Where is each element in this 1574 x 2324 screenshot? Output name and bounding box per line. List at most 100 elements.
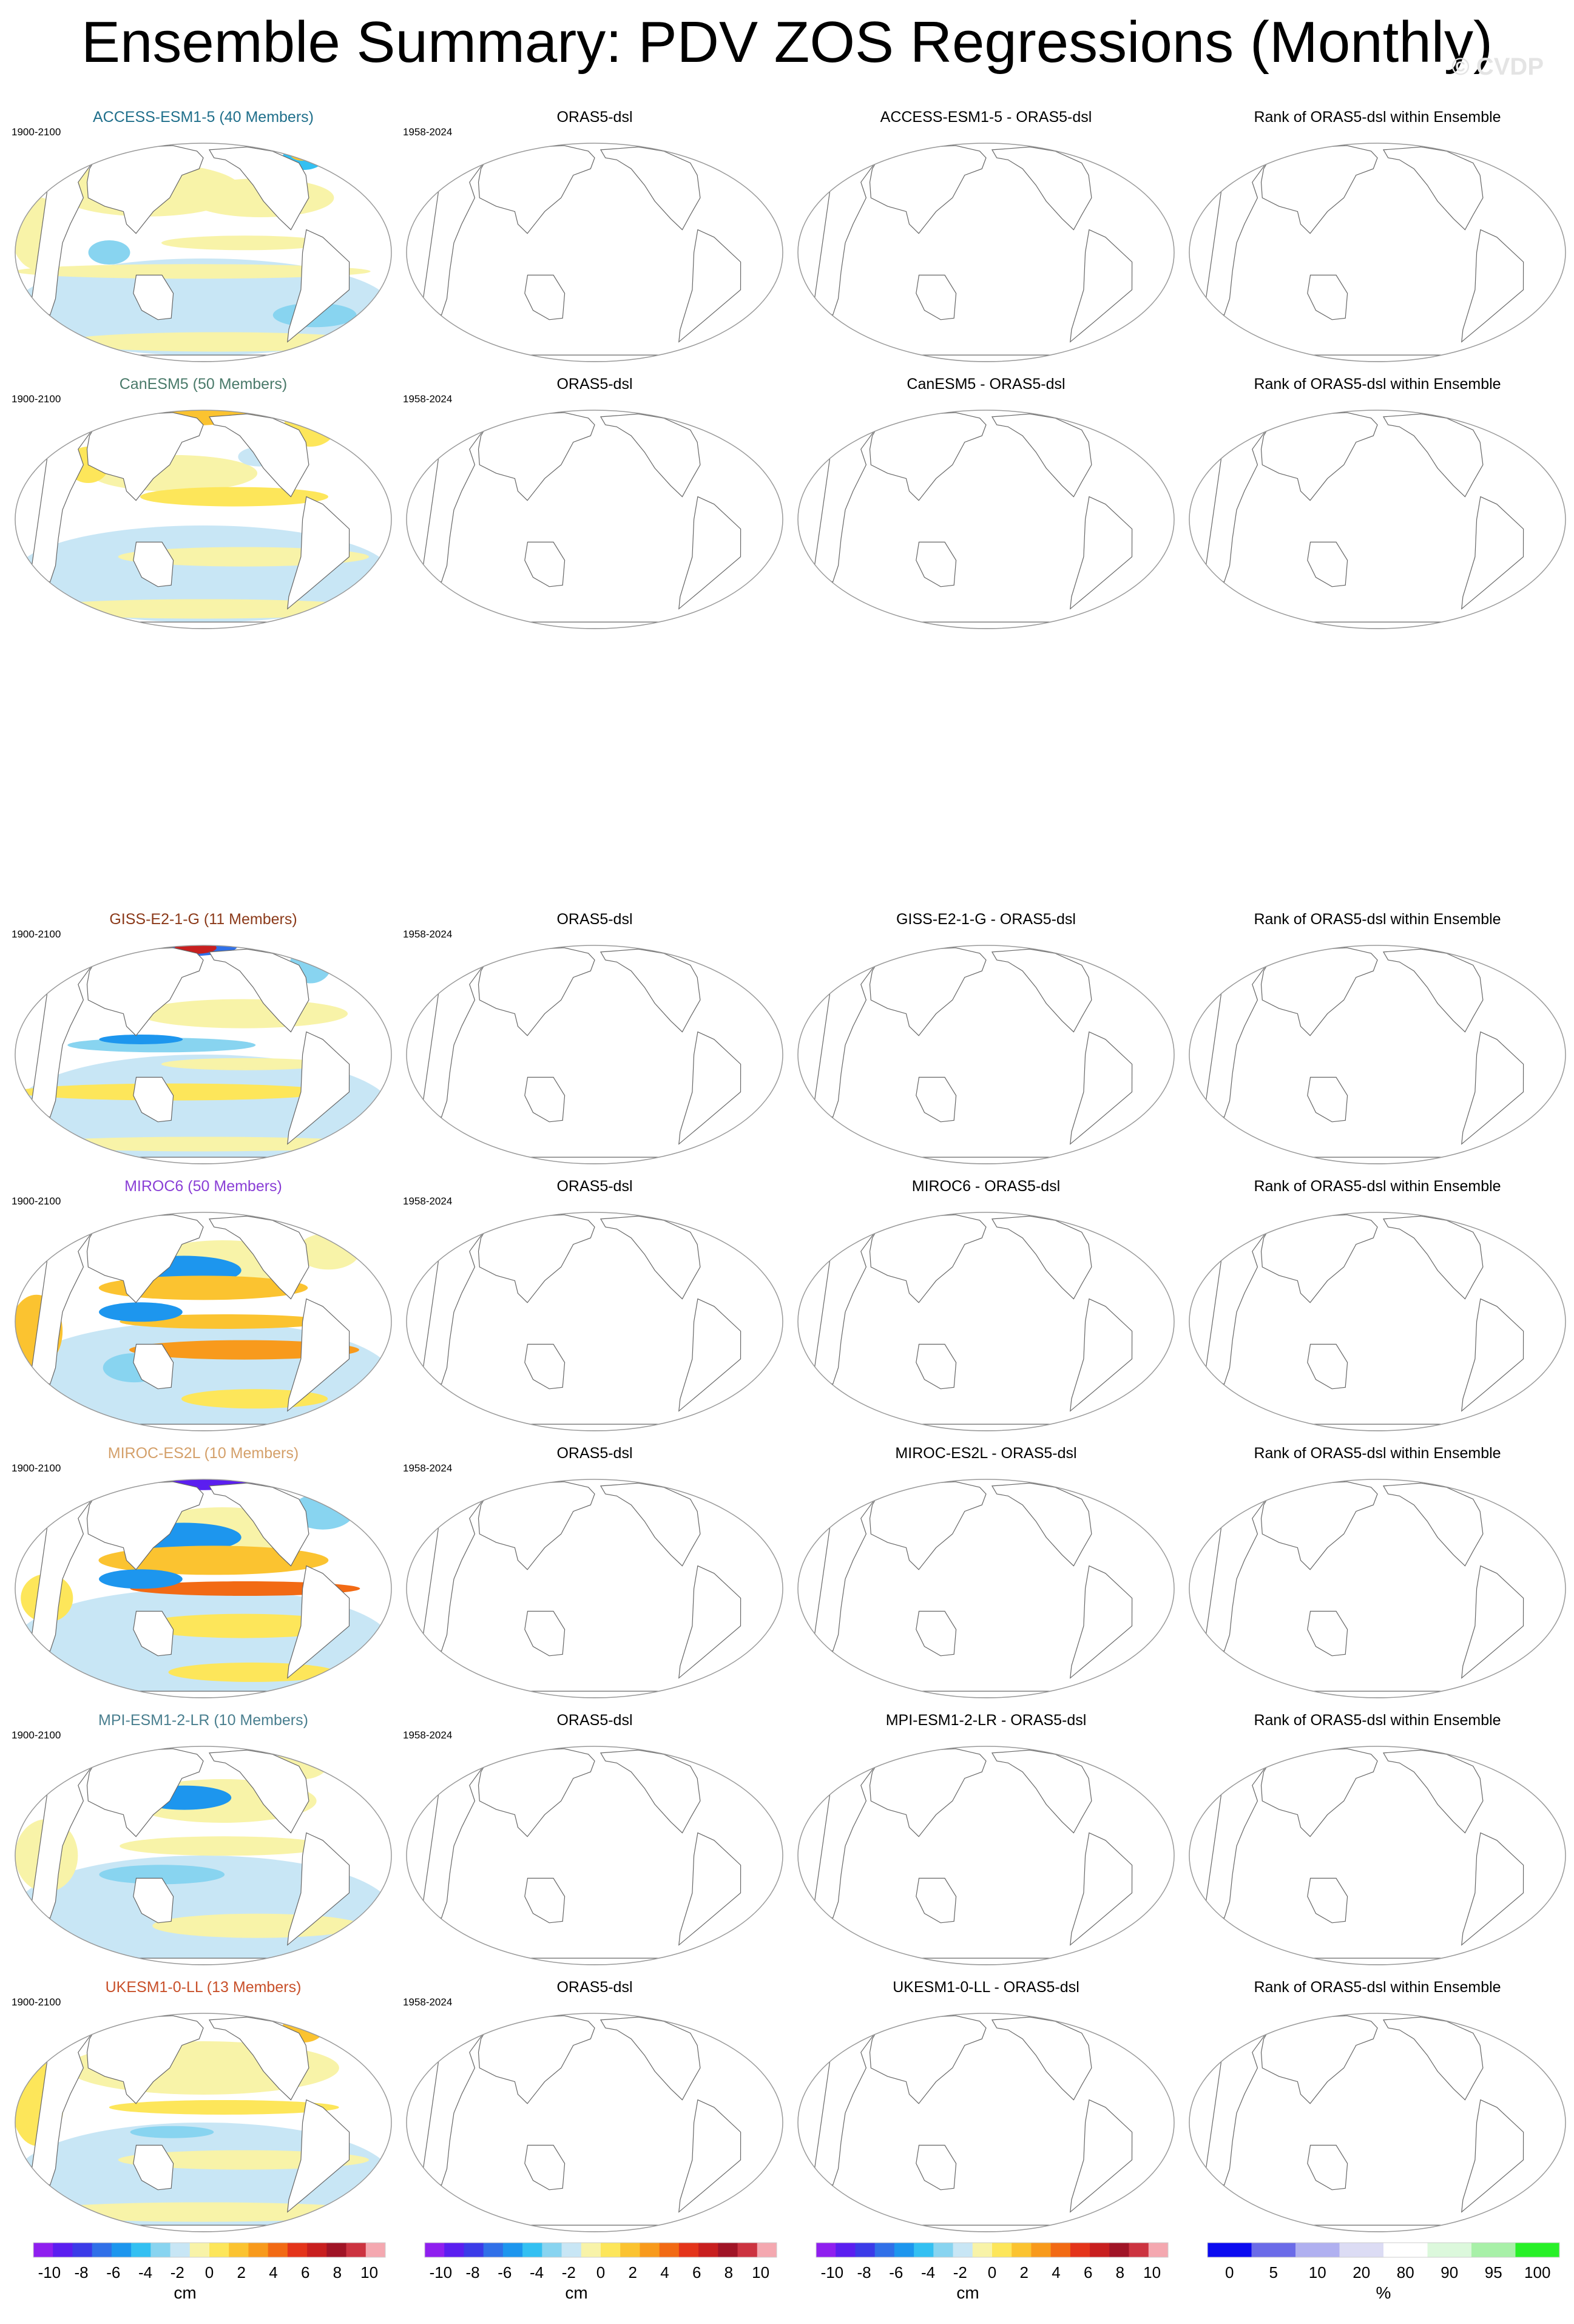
panel-period: 1900-2100 [12, 393, 61, 405]
colorbar-swatch [620, 2243, 640, 2257]
colorbar-swatch [365, 2243, 386, 2257]
colorbar-tick-label: -8 [857, 2263, 871, 2282]
colorbar-tick-label: 0 [205, 2263, 214, 2282]
colorbar-swatch [718, 2243, 738, 2257]
panel-miroc-es2l-obs: ORAS5-dsl 1958-2024 [400, 1444, 789, 1705]
colorbar-tick-label: -4 [530, 2263, 544, 2282]
panel-period: 1900-2100 [12, 1462, 61, 1474]
colorbar-tick-label: 95 [1485, 2263, 1502, 2282]
world-map [406, 1746, 783, 1965]
colorbar: -10 -8 -6 -4 -2 0 2 4 6 8 10 cm [419, 2238, 807, 2317]
colorbar-tick-label: 4 [269, 2263, 277, 2282]
world-map [1189, 143, 1566, 362]
world-map [406, 945, 783, 1164]
panel-title: ORAS5-dsl [556, 1178, 633, 1195]
panel-title: MPI-ESM1-2-LR - ORAS5-dsl [885, 1712, 1087, 1729]
colorbar-swatch [326, 2243, 347, 2257]
colorbar-swatch [874, 2243, 895, 2257]
colorbar-swatch [914, 2243, 934, 2257]
panel-giss-e2-1-g-diff: GISS-E2-1-G - ORAS5-dsl [792, 910, 1180, 1171]
panel-miroc-es2l-diff: MIROC-ES2L - ORAS5-dsl [792, 1444, 1180, 1705]
panel-title: MIROC6 - ORAS5-dsl [911, 1178, 1061, 1195]
world-map [15, 1212, 392, 1431]
panel-period: 1958-2024 [403, 393, 453, 405]
panel-title: ACCESS-ESM1-5 (40 Members) [93, 109, 314, 126]
colorbar-tick-label: 6 [1084, 2263, 1092, 2282]
colorbar-swatch [189, 2243, 210, 2257]
colorbar-swatch [464, 2243, 484, 2257]
panel-title: ORAS5-dsl [556, 911, 633, 928]
colorbar-swatch [894, 2243, 914, 2257]
colorbar-swatch [757, 2243, 777, 2257]
colorbar-tick-label: -10 [821, 2263, 844, 2282]
colorbar-unit: % [1376, 2283, 1391, 2302]
panel-title: Rank of ORAS5-dsl within Ensemble [1254, 1445, 1501, 1462]
colorbar-tick-label: -4 [138, 2263, 152, 2282]
colorbar-tick-label: -10 [38, 2263, 61, 2282]
colorbar-tick-label: 0 [1225, 2263, 1234, 2282]
colorbar-swatch [209, 2243, 229, 2257]
panel-canesm5-diff: CanESM5 - ORAS5-dsl [792, 375, 1180, 636]
colorbar-swatch [816, 2243, 836, 2257]
colorbar-swatch [1427, 2243, 1472, 2257]
panel-title: MIROC6 (50 Members) [124, 1178, 282, 1195]
colorbar-tick-label: 10 [360, 2263, 378, 2282]
colorbar-tick-label: 90 [1441, 2263, 1458, 2282]
colorbar-swatch [170, 2243, 191, 2257]
colorbar-swatch [483, 2243, 504, 2257]
colorbar-swatch [933, 2243, 954, 2257]
colorbar-graphic: -10 -8 -6 -4 -2 0 2 4 6 8 10 cm [424, 2242, 777, 2302]
colorbar-swatch [1515, 2243, 1560, 2257]
colorbar-swatch [698, 2243, 718, 2257]
world-map [797, 143, 1175, 362]
world-map [1189, 1746, 1566, 1965]
colorbar-swatch [248, 2243, 269, 2257]
colorbar-swatch [425, 2243, 445, 2257]
world-map [15, 143, 392, 362]
colorbar-tick-label: 2 [1019, 2263, 1028, 2282]
colorbar-swatch [1109, 2243, 1130, 2257]
panel-title: CanESM5 (50 Members) [119, 376, 288, 393]
colorbar-swatch [972, 2243, 993, 2257]
colorbar-swatch [53, 2243, 73, 2257]
colorbar-swatch [561, 2243, 582, 2257]
colorbar-swatch [992, 2243, 1012, 2257]
colorbar-tick-label: -8 [466, 2263, 480, 2282]
world-map [1189, 1212, 1566, 1431]
colorbar-unit: cm [956, 2283, 979, 2302]
panel-miroc6-ens: MIROC6 (50 Members) 1900-2100 [9, 1177, 397, 1438]
colorbar-swatch [836, 2243, 856, 2257]
colorbar-swatch [953, 2243, 973, 2257]
colorbar-swatch [287, 2243, 308, 2257]
colorbar-swatch [1070, 2243, 1090, 2257]
world-map [15, 2013, 392, 2232]
colorbar-swatch [444, 2243, 464, 2257]
world-map [1189, 2013, 1566, 2232]
world-map [406, 143, 783, 362]
panel-ukesm1-0-ll-rank: Rank of ORAS5-dsl within Ensemble [1183, 1978, 1572, 2239]
colorbar-tick-label: 2 [628, 2263, 637, 2282]
panel-title: Rank of ORAS5-dsl within Ensemble [1254, 109, 1501, 126]
panel-title: ORAS5-dsl [556, 376, 633, 393]
colorbar-tick-label: 100 [1524, 2263, 1550, 2282]
panel-ukesm1-0-ll-ens: UKESM1-0-LL (13 Members) 1900-2100 [9, 1978, 397, 2239]
colorbar-tick-label: 0 [988, 2263, 996, 2282]
colorbar-swatch [522, 2243, 542, 2257]
panel-mpi-esm1-2-lr-diff: MPI-ESM1-2-LR - ORAS5-dsl [792, 1711, 1180, 1972]
panel-title: Rank of ORAS5-dsl within Ensemble [1254, 1178, 1501, 1195]
colorbar-tick-label: 10 [752, 2263, 769, 2282]
panel-miroc6-diff: MIROC6 - ORAS5-dsl [792, 1177, 1180, 1438]
world-map [797, 1212, 1175, 1431]
panel-title: GISS-E2-1-G (11 Members) [109, 911, 297, 928]
colorbar-swatch [659, 2243, 680, 2257]
colorbar-swatch [640, 2243, 660, 2257]
panel-mpi-esm1-2-lr-obs: ORAS5-dsl 1958-2024 [400, 1711, 789, 1972]
world-map [797, 2013, 1175, 2232]
panel-access-esm1-5-ens: ACCESS-ESM1-5 (40 Members) 1900-2100 [9, 108, 397, 369]
panel-giss-e2-1-g-rank: Rank of ORAS5-dsl within Ensemble [1183, 910, 1572, 1171]
colorbar-tick-label: -2 [171, 2263, 184, 2282]
colorbar-swatch [1471, 2243, 1516, 2257]
world-map [406, 2013, 783, 2232]
panel-title: MIROC-ES2L - ORAS5-dsl [895, 1445, 1077, 1462]
world-map [406, 410, 783, 629]
